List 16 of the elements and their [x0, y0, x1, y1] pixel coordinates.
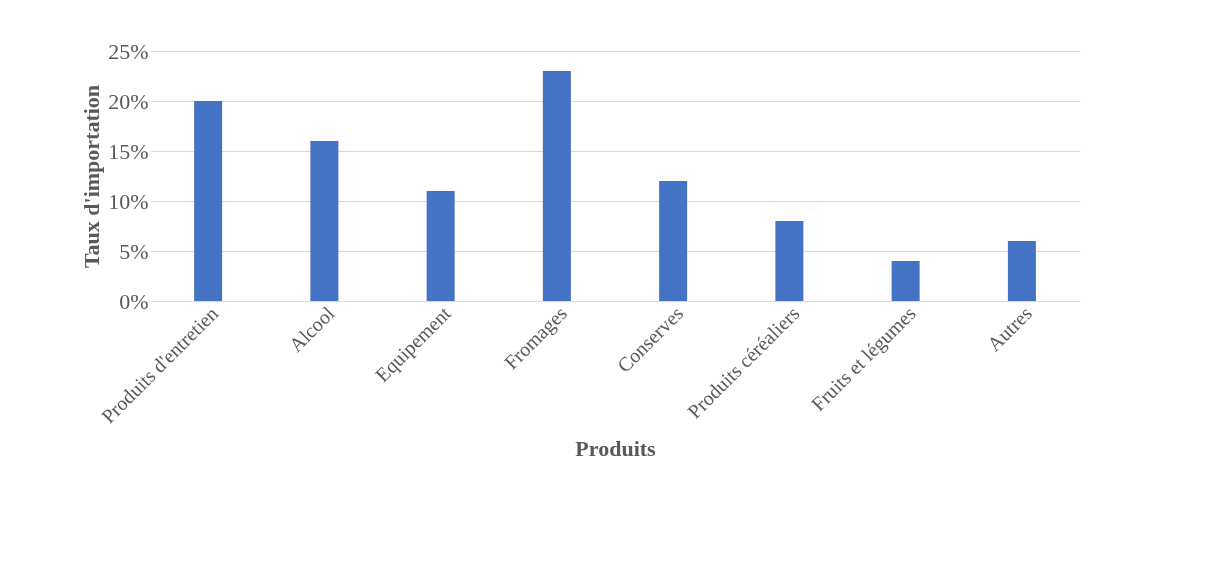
y-tick-label: 15% — [108, 138, 149, 164]
y-tick-label: 20% — [108, 88, 149, 114]
bar — [1007, 241, 1036, 301]
bar — [659, 181, 688, 301]
y-tick-label: 10% — [108, 188, 149, 214]
bar — [194, 101, 223, 301]
y-tick-label: 25% — [108, 38, 149, 64]
y-tick-label: 5% — [119, 238, 149, 264]
bar — [542, 71, 571, 301]
y-axis-title: Taux d'importation — [79, 84, 105, 269]
bar — [426, 191, 455, 301]
x-axis-title: Produits — [575, 436, 657, 462]
y-tick-label: 0% — [119, 288, 149, 314]
bar — [310, 141, 339, 301]
bar — [775, 221, 804, 301]
bar — [891, 261, 920, 301]
